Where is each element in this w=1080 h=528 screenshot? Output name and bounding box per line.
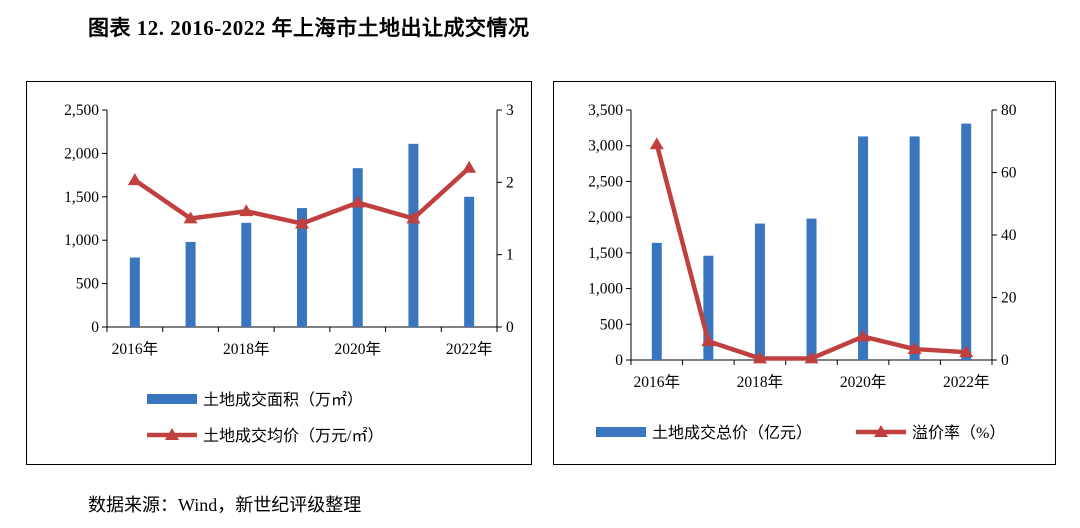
- bar-2017年: [703, 255, 714, 360]
- line-point-2019年: [295, 216, 309, 229]
- left-tick-label: 1,000: [588, 281, 623, 298]
- right-tick-label: 40: [1001, 227, 1017, 244]
- chart-panel-land-area: 0 500 1,000 1,500 2,000 2,500 0 1 2 3 2016年 2018年 20…: [26, 81, 532, 465]
- left-tick-label: 1,500: [64, 189, 99, 206]
- legend-label: 溢价率（%）: [912, 424, 1005, 442]
- line-point-2016年: [127, 173, 142, 186]
- right-tick-label: 0: [1001, 352, 1009, 369]
- legend-marker: [165, 428, 179, 440]
- right-tick-label: 0: [506, 319, 514, 336]
- legend-marker: [874, 425, 888, 437]
- x-tick-label: 2016年: [112, 340, 159, 358]
- line-point-2022年: [462, 160, 477, 173]
- line-point-2020年: [856, 329, 871, 342]
- right-tick-label: 3: [506, 102, 514, 119]
- bar-2019年: [806, 218, 817, 360]
- legend-swatch-bar: [147, 394, 197, 404]
- legend-swatch-bar: [596, 427, 646, 437]
- line-point-2021年: [907, 342, 922, 354]
- bar-2018年: [754, 223, 765, 360]
- chart-panel-total-price: 0 500 1,000 1,500 2,000 2,500 3,000 3,500 0 20 40 6…: [553, 81, 1056, 465]
- left-tick-label: 1,500: [588, 245, 623, 262]
- left-tick-label: 500: [76, 276, 100, 293]
- bar-2016年: [651, 242, 662, 360]
- source-note: 数据来源：Wind，新世纪评级整理: [88, 495, 362, 515]
- x-tick-label: 2016年: [634, 373, 681, 391]
- line-point-2016年: [649, 137, 664, 150]
- bar-2018年: [241, 222, 252, 327]
- area-price-chart: 0 500 1,000 1,500 2,000 2,500 0 1 2 3 2016年 2018年 20…: [64, 102, 514, 445]
- line-point-2018年: [239, 204, 254, 217]
- x-tick-label: 2020年: [334, 340, 381, 358]
- bar-2020年: [858, 136, 869, 360]
- left-tick-label: 2,500: [64, 102, 99, 119]
- line-point-2017年: [183, 211, 198, 224]
- legend-label: 土地成交总价（亿元）: [652, 424, 812, 442]
- left-tick-label: 2,000: [64, 145, 99, 162]
- right-tick-label: 20: [1001, 290, 1017, 307]
- line-point-2022年: [959, 345, 974, 358]
- bar-2022年: [961, 123, 972, 360]
- left-tick-label: 500: [600, 316, 624, 333]
- bar-2017年: [185, 241, 196, 327]
- x-tick-label: 2018年: [737, 373, 784, 391]
- line-point-2020年: [350, 195, 365, 208]
- bar-2016年: [129, 257, 140, 327]
- line-point-2017年: [701, 334, 716, 347]
- x-tick-label: 2018年: [223, 340, 270, 358]
- left-tick-label: 0: [615, 352, 623, 369]
- right-tick-label: 2: [506, 174, 514, 191]
- bar-2021年: [909, 136, 920, 360]
- left-tick-label: 2,000: [588, 209, 623, 226]
- bar-2022年: [464, 196, 475, 327]
- bar-2019年: [297, 208, 307, 327]
- line-point-2021年: [406, 211, 421, 224]
- right-tick-label: 60: [1001, 165, 1017, 182]
- line-point-2019年: [804, 351, 819, 364]
- right-tick-label: 1: [506, 247, 514, 264]
- left-tick-label: 0: [91, 319, 99, 336]
- legend-label: 土地成交均价（万元/㎡）: [203, 427, 383, 445]
- legend-label: 土地成交面积（万㎡）: [203, 391, 363, 409]
- x-tick-label: 2020年: [840, 373, 887, 391]
- total-premium-chart: 0 500 1,000 1,500 2,000 2,500 3,000 3,500 0 20 40 6…: [588, 102, 1017, 442]
- line-point-2018年: [752, 351, 767, 364]
- left-tick-label: 3,000: [588, 138, 623, 155]
- x-tick-label: 2022年: [446, 340, 493, 358]
- left-tick-label: 2,500: [588, 173, 623, 190]
- right-tick-label: 80: [1001, 102, 1017, 119]
- bar-2020年: [352, 168, 363, 327]
- left-tick-label: 3,500: [588, 102, 623, 119]
- chart-title: 图表 12. 2016-2022 年上海市土地出让成交情况: [88, 16, 530, 40]
- bar-2021年: [408, 143, 419, 327]
- x-tick-label: 2022年: [943, 373, 990, 391]
- left-tick-label: 1,000: [64, 232, 99, 249]
